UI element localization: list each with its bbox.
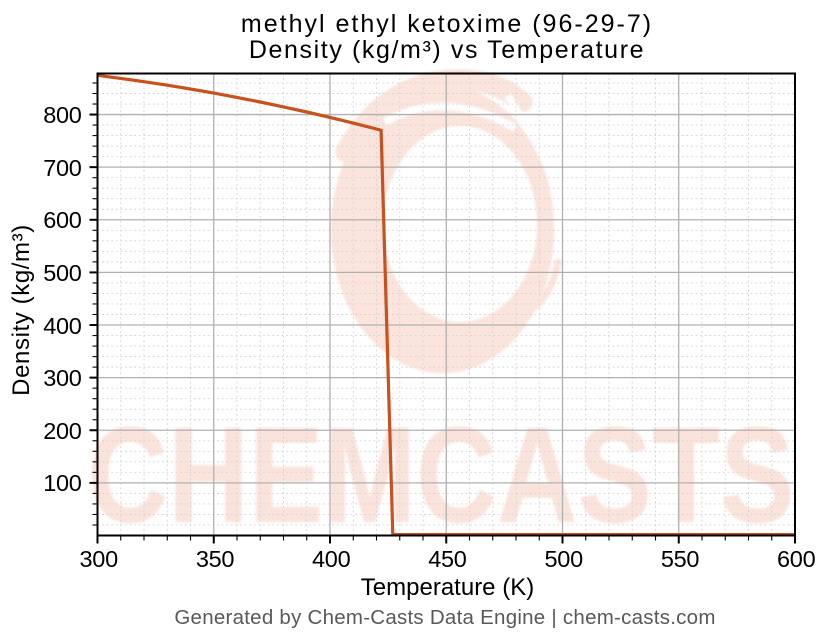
svg-text:CHEMCASTS: CHEMCASTS [88, 399, 795, 552]
